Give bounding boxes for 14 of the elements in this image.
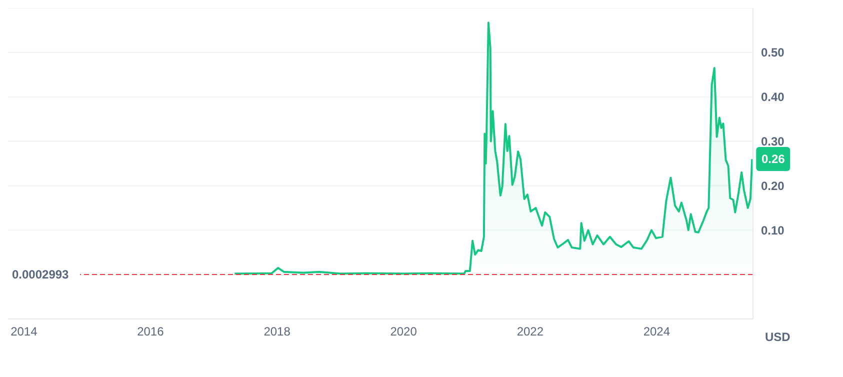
y-tick-label: 0.50 <box>761 46 785 60</box>
x-tick-label: 2024 <box>643 324 670 339</box>
annotation: 0.26 <box>761 152 786 166</box>
x-tick-label: 2018 <box>264 324 291 339</box>
ref-line-label: 0.0002993 <box>12 267 70 282</box>
y-tick-label: 0.30 <box>761 134 785 149</box>
y-tick-label: 0.20 <box>761 178 785 193</box>
x-tick-label: 2016 <box>137 324 164 339</box>
x-tick-label: 2022 <box>516 324 544 339</box>
y-tick-label: 0.40 <box>761 90 785 104</box>
y-axis-title: USD <box>765 330 791 344</box>
x-tick-label: 2020 <box>390 324 418 339</box>
y-tick-label: 0.10 <box>761 223 785 238</box>
x-tick-label: 2014 <box>10 324 38 339</box>
